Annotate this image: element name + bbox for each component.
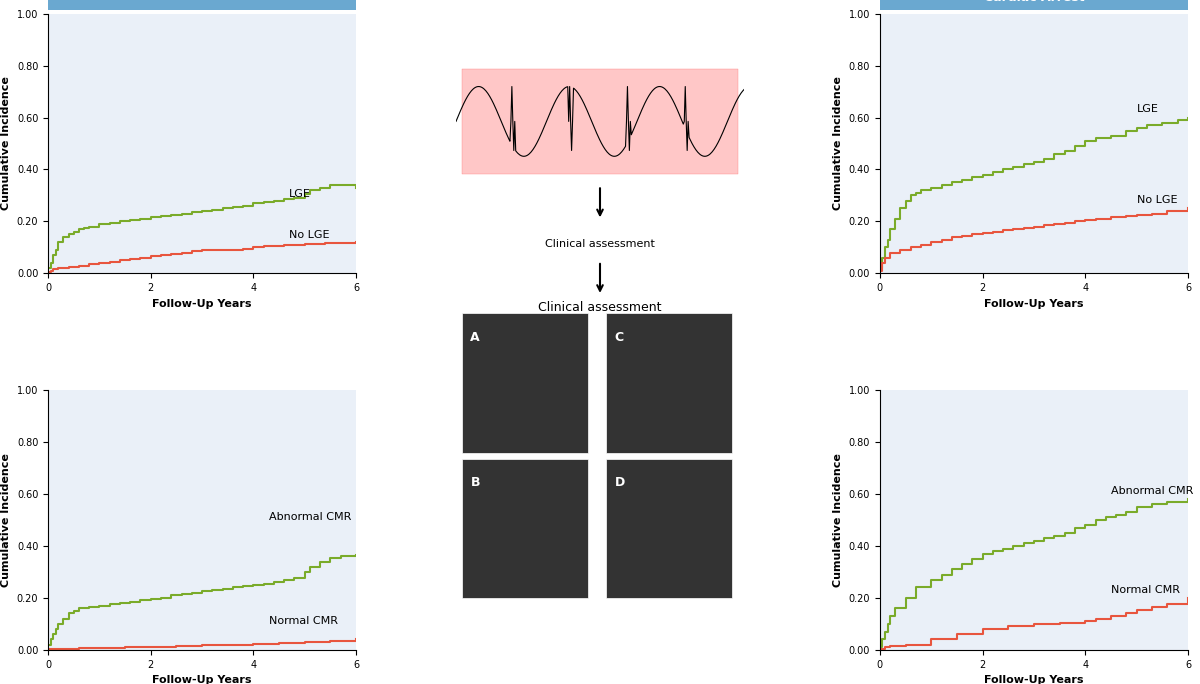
Text: D: D [614,476,625,489]
Text: LGE: LGE [1136,105,1158,114]
Y-axis label: Cumulative Incidence: Cumulative Incidence [833,453,844,587]
Y-axis label: Cumulative Incidence: Cumulative Incidence [833,77,844,211]
Bar [606,458,732,598]
Y-axis label: Cumulative Incidence: Cumulative Incidence [1,77,11,211]
Y-axis label: Cumulative Incidence: Cumulative Incidence [1,453,11,587]
Bar [462,69,738,174]
Bar [462,313,588,453]
Bar [462,458,588,598]
X-axis label: Follow-Up Years: Follow-Up Years [984,675,1084,684]
Text: Clinical assessment: Clinical assessment [545,239,655,248]
Text: Normal CMR: Normal CMR [269,616,338,626]
Text: B: B [470,476,480,489]
Text: Abnormal CMR: Abnormal CMR [269,512,352,522]
Bar [606,313,732,453]
Text: C: C [614,331,624,344]
X-axis label: Follow-Up Years: Follow-Up Years [984,299,1084,308]
Text: No LGE: No LGE [289,231,330,240]
Text: A: A [470,331,480,344]
X-axis label: Follow-Up Years: Follow-Up Years [152,675,252,684]
Text: LGE: LGE [289,189,311,199]
Text: Clinical assessment: Clinical assessment [539,301,661,315]
X-axis label: Follow-Up Years: Follow-Up Years [152,299,252,308]
Text: No LGE: No LGE [1136,195,1177,205]
Text: Sustained VT or Aborted Sudden
Cardiac Arrest: Sustained VT or Aborted Sudden Cardiac A… [919,0,1148,3]
Text: Abnormal CMR: Abnormal CMR [1111,486,1193,496]
Text: Normal CMR: Normal CMR [1111,585,1180,594]
